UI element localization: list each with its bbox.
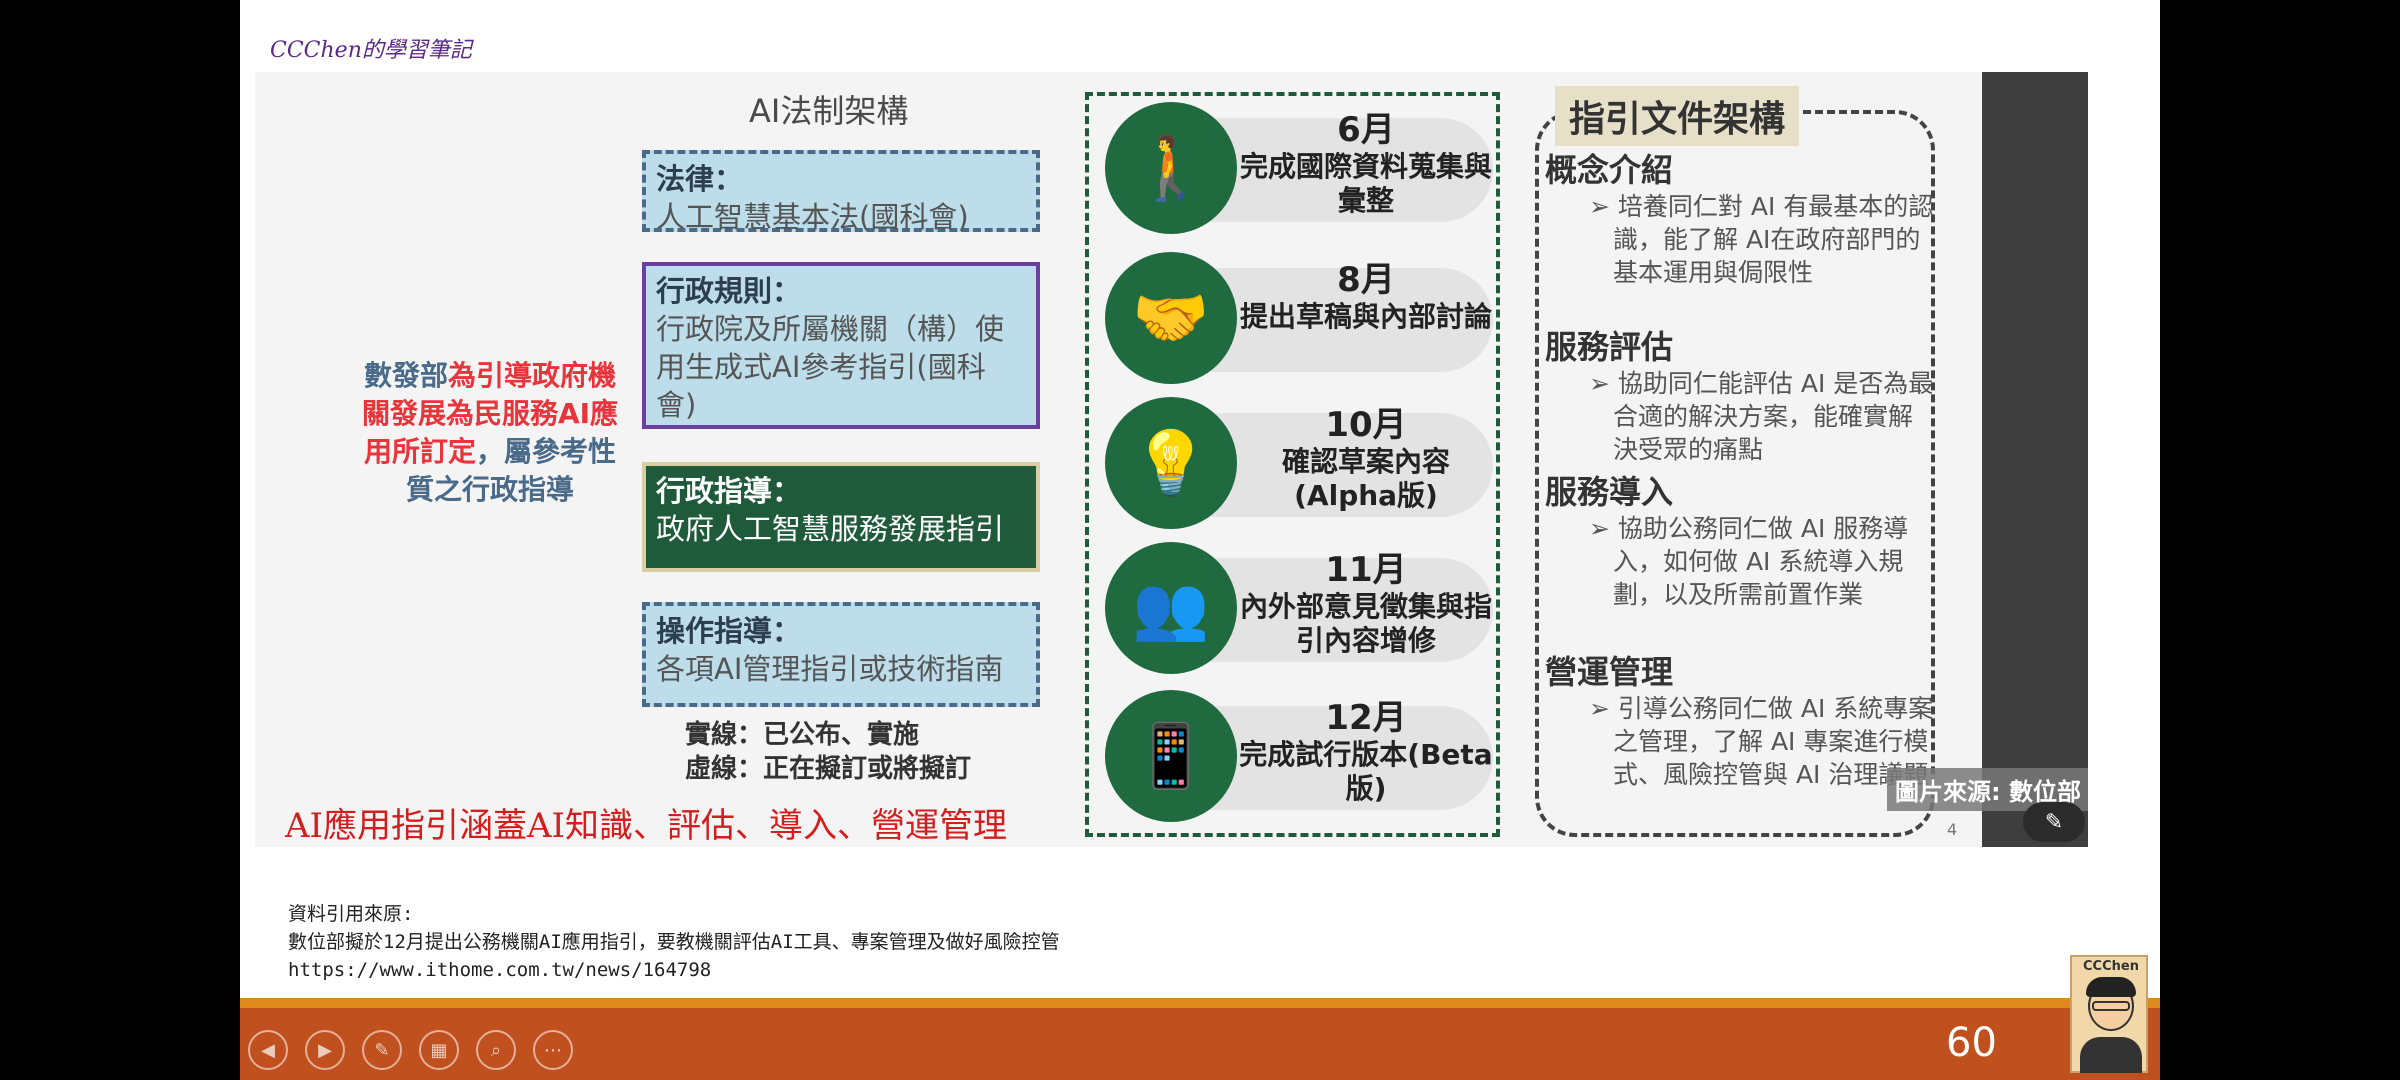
timeline-frame [1085, 92, 1500, 837]
guide-section-body: ➢ 培養同仁對 AI 有最基本的認識，能了解 AI在政府部門的基本運用與侷限性 [1589, 192, 1934, 287]
timeline-desc: 完成國際資料蒐集與彙整 [1239, 150, 1492, 217]
legal-box-text: 人工智慧基本法(國科會) [656, 200, 969, 234]
line-legend: 實線：已公布、實施 虛線：正在擬訂或將擬訂 [685, 718, 971, 786]
timeline-item: 👥 11月 內外部意見徵集與指引內容增修 [1105, 542, 1495, 674]
magic-wand-icon[interactable]: ✎ [2023, 802, 2085, 842]
guide-section-head: 營運管理 [1545, 653, 1674, 691]
guide-section-text: 引導公務同仁做 AI 系統專案之管理，了解 AI 專案進行模式、風險控管與 AI… [1613, 694, 1934, 789]
avatar-hair [2086, 977, 2136, 997]
side-note-prefix: 數發部 [363, 359, 448, 392]
guide-section: 服務評估 ➢ 協助同仁能評估 AI 是否為最合適的解決方案，能確實解決受眾的痛點 [1545, 327, 1935, 466]
slide-number: 60 [1946, 1020, 1997, 1066]
legal-box-label: 操作指導： [656, 614, 802, 648]
legal-box-law: 法律： 人工智慧基本法(國科會) [642, 150, 1040, 234]
framework-title: AI法制架構 [749, 92, 909, 130]
guide-section-text: 協助公務同仁做 AI 服務導入，如何做 AI 系統導入規劃，以及所需前置作業 [1613, 514, 1909, 609]
timeline-text: 11月 內外部意見徵集與指引內容增修 [1237, 550, 1495, 658]
timeline-desc: 內外部意見徵集與指引內容增修 [1239, 590, 1492, 657]
timeline-item: 🤝 8月 提出草稿與內部討論 [1105, 252, 1495, 384]
photo-credit: 圖片來源: 數位部 [1887, 768, 2088, 811]
references-url[interactable]: https://www.ithome.com.tw/news/164798 [288, 959, 712, 981]
guide-section-text: 協助同仁能評估 AI 是否為最合適的解決方案，能確實解決受眾的痛點 [1613, 369, 1934, 464]
references: 資料引用來原: 數位部擬於12月提出公務機關AI應用指引，要教機關評估AI工具、… [288, 900, 1060, 984]
guide-section-text: 培養同仁對 AI 有最基本的認識，能了解 AI在政府部門的基本運用與侷限性 [1613, 192, 1934, 287]
guide-section: 概念介紹 ➢ 培養同仁對 AI 有最基本的認識，能了解 AI在政府部門的基本運用… [1545, 150, 1935, 289]
guide-title: 指引文件架構 [1555, 86, 1800, 146]
guide-section-head: 概念介紹 [1545, 151, 1674, 189]
side-note-suffix: ，屬參考性質之行政指導 [405, 435, 617, 506]
avatar-body [2080, 1037, 2142, 1073]
legal-box-text: 政府人工智慧服務發展指引 [656, 512, 1005, 546]
guide-section-body: ➢ 協助同仁能評估 AI 是否為最合適的解決方案，能確實解決受眾的痛點 [1589, 369, 1934, 464]
slide-figure: AI法制架構 法律： 人工智慧基本法(國科會) 行政規則： 行政院及所屬機關（構… [255, 72, 2088, 847]
guide-section: 服務導入 ➢ 協助公務同仁做 AI 服務導入，如何做 AI 系統導入規劃，以及所… [1545, 472, 1935, 611]
people-hand-icon: 👥 [1105, 542, 1237, 674]
avatar-glasses [2092, 1001, 2130, 1011]
legal-box-operation: 操作指導： 各項AI管理指引或技術指南 [642, 602, 1040, 707]
slide-caption: AI應用指引涵蓋AI知識、評估、導入、營運管理 [285, 806, 1007, 846]
legal-box-label: 行政指導： [656, 474, 802, 508]
timeline-text: 10月 確認草案內容(Alpha版) [1237, 405, 1495, 513]
previous-slide-icon[interactable]: ◀ [248, 1030, 288, 1070]
timeline-month: 12月 [1325, 698, 1407, 738]
timeline-month: 8月 [1337, 260, 1395, 300]
avatar-name: CCChen [2083, 959, 2139, 974]
legend-solid: 實線：已公布、實施 [685, 720, 920, 750]
figure-page-number: 4 [1947, 820, 1958, 839]
timeline-month: 10月 [1325, 405, 1407, 445]
guide-section-body: ➢ 引導公務同仁做 AI 系統專案之管理，了解 AI 專案進行模式、風險控管與 … [1589, 694, 1934, 789]
avatar: CCChen [2070, 955, 2148, 1073]
legend-dashed: 虛線：正在擬訂或將擬訂 [685, 754, 972, 784]
references-label: 資料引用來原: [288, 903, 414, 925]
handshake-icon: 🤝 [1105, 252, 1237, 384]
timeline-item: 💡 10月 確認草案內容(Alpha版) [1105, 397, 1495, 529]
timeline-desc: 確認草案內容(Alpha版) [1281, 445, 1450, 512]
zoom-icon[interactable]: ⌕ [476, 1030, 516, 1070]
walking-person-icon: 🚶 [1105, 102, 1237, 234]
timeline-text: 6月 完成國際資料蒐集與彙整 [1237, 110, 1495, 218]
footer-bar [240, 998, 2160, 1080]
timeline-desc: 完成試行版本(Beta版) [1239, 738, 1493, 805]
legal-box-label: 行政規則： [656, 274, 802, 308]
timeline-text: 12月 完成試行版本(Beta版) [1237, 698, 1495, 806]
timeline-month: 11月 [1325, 550, 1407, 590]
figure-side-strip [1982, 72, 2088, 847]
guide-section-head: 服務評估 [1545, 328, 1674, 366]
legal-box-admin-rule: 行政規則： 行政院及所屬機關（構）使用生成式AI參考指引(國科會) [642, 262, 1040, 429]
slide: CCChen的學習筆記 AI法制架構 法律： 人工智慧基本法(國科會) 行政規則… [240, 0, 2160, 1080]
legal-box-text: 各項AI管理指引或技術指南 [656, 652, 1004, 686]
side-note-highlight: 為引導政府機關發展為民服務AI應用所訂定 [361, 359, 619, 468]
more-options-icon[interactable]: ⋯ [533, 1030, 573, 1070]
next-slide-icon[interactable]: ▶ [305, 1030, 345, 1070]
tablet-megaphone-icon: 📱 [1105, 690, 1237, 822]
timeline-month: 6月 [1337, 110, 1395, 150]
legal-box-admin-guidance: 行政指導： 政府人工智慧服務發展指引 [642, 462, 1040, 572]
legal-box-label: 法律： [656, 162, 744, 196]
timeline-item: 🚶 6月 完成國際資料蒐集與彙整 [1105, 102, 1495, 234]
slide-grid-icon[interactable]: ▦ [419, 1030, 459, 1070]
legal-box-text: 行政院及所屬機關（構）使用生成式AI參考指引(國科會) [656, 312, 1005, 422]
lightbulb-icon: 💡 [1105, 397, 1237, 529]
timeline-text: 8月 提出草稿與內部討論 [1237, 260, 1495, 334]
timeline-desc: 提出草稿與內部討論 [1239, 300, 1492, 333]
guide-section-head: 服務導入 [1545, 473, 1674, 511]
timeline-item: 📱 12月 完成試行版本(Beta版) [1105, 690, 1495, 822]
side-note: 數發部為引導政府機關發展為民服務AI應用所訂定，屬參考性質之行政指導 [355, 357, 625, 509]
guide-section: 營運管理 ➢ 引導公務同仁做 AI 系統專案之管理，了解 AI 專案進行模式、風… [1545, 652, 1935, 791]
references-title: 數位部擬於12月提出公務機關AI應用指引，要教機關評估AI工具、專案管理及做好風… [288, 931, 1060, 953]
guide-section-body: ➢ 協助公務同仁做 AI 服務導入，如何做 AI 系統導入規劃，以及所需前置作業 [1589, 514, 1909, 609]
brand-title: CCChen的學習筆記 [270, 38, 472, 63]
pen-icon[interactable]: ✎ [362, 1030, 402, 1070]
